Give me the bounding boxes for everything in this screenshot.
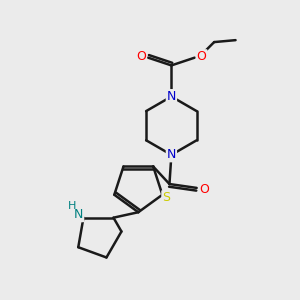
Text: S: S <box>162 191 170 204</box>
Text: N: N <box>74 208 83 221</box>
Text: N: N <box>167 90 176 103</box>
Text: O: O <box>196 50 206 63</box>
Text: N: N <box>167 148 176 161</box>
Text: O: O <box>136 50 146 63</box>
Text: O: O <box>200 183 209 196</box>
Text: H: H <box>68 201 76 211</box>
